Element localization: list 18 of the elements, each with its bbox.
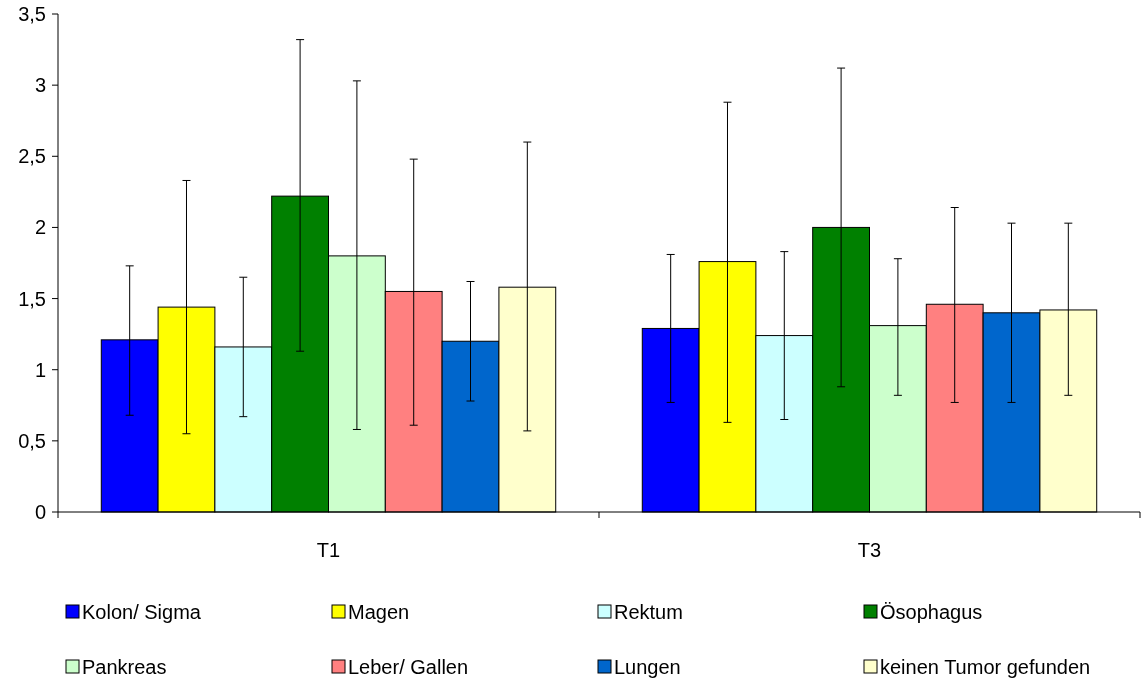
legend-label: Pankreas <box>82 656 167 678</box>
legend-label: keinen Tumor gefunden <box>880 656 1091 678</box>
y-tick-label: 2 <box>34 216 46 239</box>
legend-label: Rektum <box>614 601 683 623</box>
y-tick-label: 1 <box>34 358 46 381</box>
y-tick-label: 0 <box>34 501 46 523</box>
legend-label: Ösophagus <box>880 601 983 623</box>
y-tick-label: 2,5 <box>18 145 46 168</box>
y-tick-label: 1,5 <box>18 287 46 310</box>
y-tick-label: 0,5 <box>18 429 46 452</box>
y-tick-label: 3 <box>34 74 46 97</box>
y-tick-label: 3,5 <box>18 3 46 25</box>
legend-label: Magen <box>348 601 410 623</box>
legend-label: Lungen <box>614 656 681 678</box>
x-tick-label: T1 <box>316 539 341 561</box>
legend-label: Leber/ Gallen <box>348 656 469 678</box>
x-tick-label: T3 <box>857 539 882 561</box>
legend-label: Kolon/ Sigma <box>82 601 202 623</box>
